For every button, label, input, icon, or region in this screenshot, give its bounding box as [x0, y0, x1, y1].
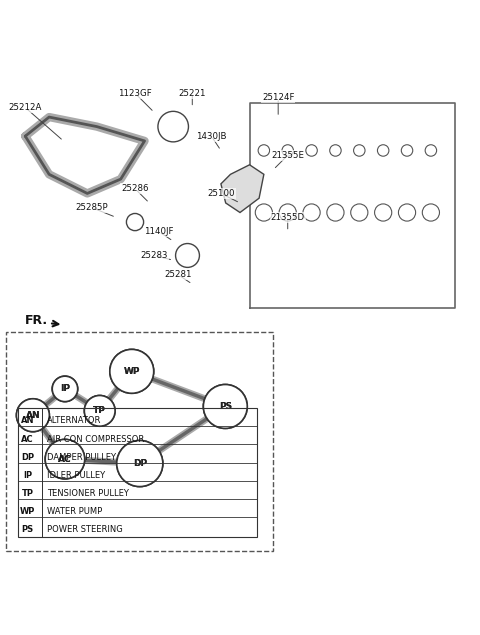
Text: 25283: 25283: [140, 251, 168, 260]
Text: AC: AC: [58, 455, 72, 464]
Text: IP: IP: [60, 384, 70, 394]
Text: WP: WP: [20, 507, 36, 516]
Polygon shape: [221, 165, 264, 213]
Text: 25285P: 25285P: [76, 203, 108, 212]
Text: PS: PS: [219, 402, 232, 411]
Text: 25212A: 25212A: [9, 103, 42, 112]
Text: AC: AC: [21, 434, 34, 443]
Text: AC: AC: [58, 455, 72, 464]
Text: WP: WP: [123, 367, 140, 376]
Circle shape: [16, 399, 49, 432]
Text: 25281: 25281: [164, 270, 192, 279]
Text: TP: TP: [93, 406, 106, 415]
Text: 25100: 25100: [207, 189, 235, 198]
Text: IP: IP: [23, 471, 32, 480]
Text: POWER STEERING: POWER STEERING: [47, 525, 122, 534]
Circle shape: [158, 111, 189, 142]
Text: TENSIONER PULLEY: TENSIONER PULLEY: [47, 489, 129, 498]
Text: 1123GF: 1123GF: [118, 89, 152, 98]
Text: PS: PS: [219, 402, 232, 411]
Text: 21355E: 21355E: [271, 150, 304, 160]
Text: 25286: 25286: [121, 184, 149, 193]
Circle shape: [126, 213, 144, 231]
Text: 1430JB: 1430JB: [196, 131, 227, 141]
Text: PS: PS: [22, 525, 34, 534]
Text: TP: TP: [93, 406, 106, 415]
Text: 1140JF: 1140JF: [144, 227, 174, 236]
Text: DP: DP: [133, 459, 147, 468]
Circle shape: [204, 385, 247, 429]
Text: AN: AN: [21, 417, 35, 425]
Text: IDLER PULLEY: IDLER PULLEY: [47, 471, 105, 480]
Circle shape: [117, 441, 163, 486]
Text: DAMPER PULLEY: DAMPER PULLEY: [47, 453, 116, 462]
Text: DP: DP: [21, 453, 34, 462]
Text: WATER PUMP: WATER PUMP: [47, 507, 102, 516]
Text: WP: WP: [123, 367, 140, 376]
Text: TP: TP: [22, 489, 34, 498]
Text: DP: DP: [133, 459, 147, 468]
Text: AIR CON COMPRESSOR: AIR CON COMPRESSOR: [47, 434, 144, 443]
Text: 21355D: 21355D: [271, 213, 305, 222]
Text: AN: AN: [25, 411, 40, 420]
Text: AN: AN: [25, 411, 40, 420]
Text: 25221: 25221: [179, 89, 206, 98]
Text: IP: IP: [60, 384, 70, 394]
Circle shape: [176, 244, 199, 267]
Circle shape: [84, 396, 115, 426]
Circle shape: [52, 376, 78, 401]
Text: ALTERNATOR: ALTERNATOR: [47, 417, 101, 425]
Text: 25124F: 25124F: [262, 93, 294, 102]
Text: FR.: FR.: [25, 314, 48, 327]
Circle shape: [45, 439, 84, 479]
Circle shape: [110, 349, 154, 393]
